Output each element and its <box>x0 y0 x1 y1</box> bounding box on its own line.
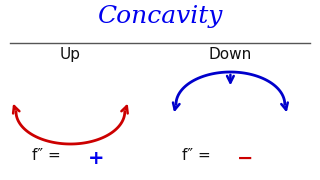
Text: −: − <box>237 148 253 168</box>
Text: Concavity: Concavity <box>97 5 223 28</box>
Text: +: + <box>88 148 105 168</box>
Text: Up: Up <box>60 47 81 62</box>
Text: Down: Down <box>209 47 252 62</box>
Text: f″ =: f″ = <box>32 148 66 163</box>
Text: f″ =: f″ = <box>182 148 216 163</box>
